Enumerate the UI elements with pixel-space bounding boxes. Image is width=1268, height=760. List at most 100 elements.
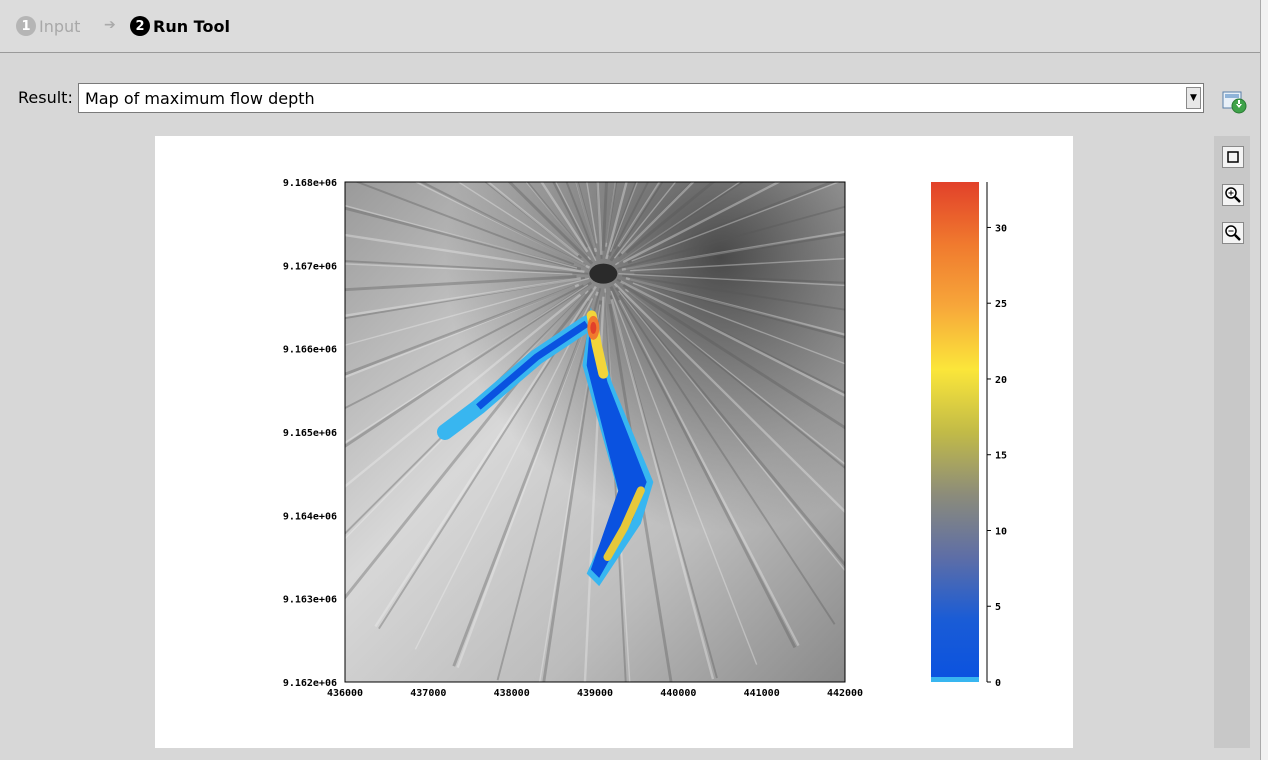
terrain-ridge	[617, 182, 693, 258]
terrain-ridge	[604, 288, 631, 682]
terrain-ridge	[614, 182, 742, 266]
chevron-down-icon[interactable]: ▼	[1186, 87, 1201, 109]
terrain-ridge	[345, 277, 582, 317]
terrain-ridge	[622, 283, 845, 430]
terrain-ridge	[345, 204, 578, 269]
terrain-shadow	[345, 182, 845, 682]
x-tick-label: 441000	[744, 688, 780, 699]
terrain-ridge	[621, 230, 845, 271]
terrain-ridge	[625, 277, 845, 337]
terrain-ridge	[345, 277, 590, 346]
terrain-ridge	[613, 182, 677, 259]
terrain-ridge	[456, 291, 599, 668]
terrain-ridge	[616, 278, 845, 394]
terrain-ridge	[575, 182, 598, 253]
step-run-tool-label: Run Tool	[153, 16, 230, 36]
terrain-ridge	[618, 299, 800, 647]
terrain-ridge	[525, 182, 592, 261]
terrain-ridge	[610, 299, 715, 680]
terrain-ridge	[345, 233, 585, 273]
plot-panel: 436000 437000 438000 439000 440000 441000 4420…	[155, 136, 1073, 748]
result-select-value: Map of maximum flow depth	[85, 89, 315, 108]
result-select[interactable]: Map of maximum flow depth ▼	[78, 83, 1204, 113]
terrain-ridge	[604, 292, 627, 682]
y-tick-label: 9.165e+06	[283, 428, 337, 439]
x-tick-label: 442000	[827, 688, 863, 699]
flow-depth-map: 436000 437000 438000 439000 440000 441000 4420…	[283, 178, 1007, 699]
colorbar-tick-label: 5	[995, 602, 1001, 613]
terrain-ridge	[609, 285, 797, 649]
terrain-ridge	[609, 182, 664, 262]
step-input[interactable]: 1 Input	[16, 16, 80, 36]
terrain-ridge	[345, 293, 582, 488]
terrain-ridge	[565, 182, 597, 257]
colorbar-tick-label: 30	[995, 223, 1007, 234]
terrain-ridge	[631, 182, 841, 262]
terrain-ridge	[630, 257, 845, 272]
terrain-ridge	[575, 182, 597, 249]
terrain-ridge	[345, 283, 580, 379]
colorbar-tick-label: 15	[995, 451, 1007, 462]
terrain-ridge	[618, 272, 845, 287]
colorbar-min-band	[931, 677, 979, 682]
terrain-ridge	[345, 276, 585, 320]
y-tick-label: 9.167e+06	[283, 261, 337, 272]
terrain-ridge	[552, 182, 589, 248]
terrain-ridge	[625, 232, 845, 271]
terrain-ridge	[605, 182, 628, 260]
y-tick-label: 9.168e+06	[283, 178, 337, 189]
terrain-ridge	[613, 182, 650, 250]
terrain-ridge	[596, 182, 603, 255]
terrain-ridge	[418, 182, 587, 268]
colorbar	[931, 182, 979, 682]
terrain-ridge	[345, 206, 582, 271]
step-number-1: 1	[16, 16, 36, 36]
x-tick-label: 439000	[577, 688, 613, 699]
terrain-ridge	[634, 272, 845, 284]
y-tick-label: 9.162e+06	[283, 678, 337, 689]
zoom-in-icon[interactable]	[1222, 184, 1244, 206]
step-run-tool[interactable]: 2 Run Tool	[130, 16, 230, 36]
terrain-ridge	[345, 260, 589, 275]
wizard-steps: 1 Input ➔ 2 Run Tool	[0, 0, 1260, 53]
terrain-ridge	[622, 182, 782, 264]
terrain-ridge	[452, 295, 598, 667]
plot-toolbar	[1214, 136, 1250, 748]
terrain-ridge	[622, 274, 845, 311]
colorbar-tick-label: 10	[995, 526, 1007, 537]
terrain-ridge	[345, 275, 577, 292]
terrain-ridge	[345, 284, 576, 376]
flow-vent-peak	[590, 321, 597, 334]
y-tick-label: 9.164e+06	[283, 511, 337, 522]
terrain-ridge	[507, 182, 594, 265]
terrain-ridge	[627, 291, 845, 470]
terrain-ridge	[554, 182, 597, 261]
terrain-ridge	[496, 288, 602, 681]
terrain-ridge	[345, 284, 584, 410]
terrain-ridge	[345, 284, 589, 444]
x-tick-label: 436000	[327, 688, 363, 699]
terrain-ridge	[618, 290, 845, 572]
terrain-ridge	[632, 282, 845, 365]
terrain-ridge	[610, 290, 758, 665]
terrain-ridge	[618, 294, 836, 625]
colorbar-tick-label: 25	[995, 299, 1007, 310]
terrain-ridge	[540, 182, 589, 253]
square-icon[interactable]	[1222, 146, 1244, 168]
terrain-ridge	[629, 277, 845, 339]
flow-deposit-yellow	[603, 486, 645, 561]
terrain-ridge	[615, 286, 845, 567]
zoom-out-icon[interactable]	[1222, 222, 1244, 244]
y-tick-label: 9.166e+06	[283, 345, 337, 356]
step-input-label: Input	[39, 16, 81, 36]
terrain-ridge	[414, 182, 591, 269]
x-tick-label: 438000	[494, 688, 530, 699]
colorbar-tick-label: 20	[995, 375, 1007, 386]
terrain-ridge	[457, 182, 584, 263]
terrain-ridge	[609, 182, 639, 253]
step-number-2: 2	[130, 16, 150, 36]
x-tick-label: 437000	[410, 688, 446, 699]
plot-frame	[344, 181, 846, 683]
terrain-ridge	[485, 182, 580, 257]
download-icon[interactable]	[1221, 88, 1247, 114]
